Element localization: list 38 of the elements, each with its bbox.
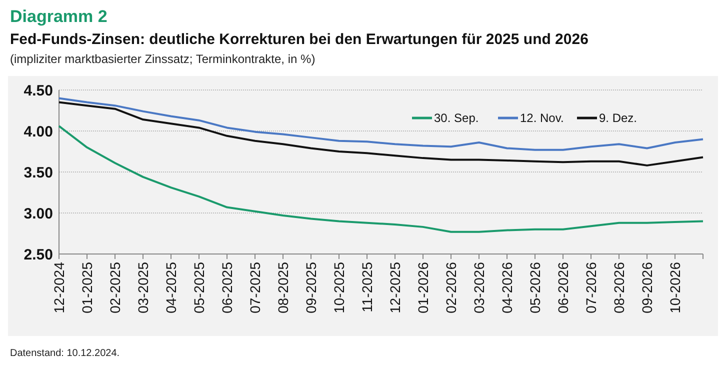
x-tick-label: 09-2026 [638,262,655,314]
x-tick-label: 06-2026 [554,262,571,314]
y-tick-label: 3.50 [24,164,53,182]
x-tick-label: 11-2025 [358,262,375,312]
legend-label: 12. Nov. [520,111,564,126]
x-tick-label: 12-2024 [50,262,67,314]
x-tick-label: 02-2025 [106,262,123,314]
x-tick-label: 06-2025 [218,262,235,314]
y-tick-label: 4.50 [24,82,53,100]
y-tick-label: 4.00 [24,123,53,140]
x-tick-label: 05-2026 [526,262,543,314]
y-tick-label: 3.00 [24,205,53,222]
x-tick-label: 03-2026 [470,262,487,314]
line-series [58,97,704,151]
legend-label: 9. Dez. [599,111,638,126]
chart-subtitle: Fed-Funds-Zinsen: deutliche Korrekturen bei den Erwartungen für 2025 und 2026 [10,31,588,48]
x-tick-label: 12-2025 [386,262,403,314]
x-tick-label: 03-2025 [134,262,151,314]
x-tick-label: 04-2025 [162,262,179,314]
x-tick-label: 07-2026 [582,262,599,314]
x-tick-label: 04-2026 [498,262,515,314]
x-tick-label: 08-2026 [610,262,627,314]
legend-label: 30. Sep. [434,111,479,126]
x-tick-label: 10-2026 [666,262,683,314]
x-tick-label: 01-2026 [414,262,431,314]
x-tick-label: 05-2025 [190,262,207,314]
x-tick-label: 07-2025 [246,262,263,314]
y-tick-label: 2.50 [24,246,53,264]
line-series [58,101,704,166]
chart-title: Diagramm 2 [10,7,108,26]
text: Datenstand: 10.12.2024. [10,348,120,359]
x-tick-label: 08-2025 [274,262,291,314]
x-tick-label: 10-2025 [330,262,347,314]
x-tick-label: 01-2025 [78,262,95,314]
line-series [58,125,704,233]
x-tick-label: 02-2026 [442,262,459,314]
x-tick-label: 09-2025 [302,262,319,314]
text: (impliziter marktbasierter Zinssatz; Terminkontrakte, in %) [10,52,316,66]
